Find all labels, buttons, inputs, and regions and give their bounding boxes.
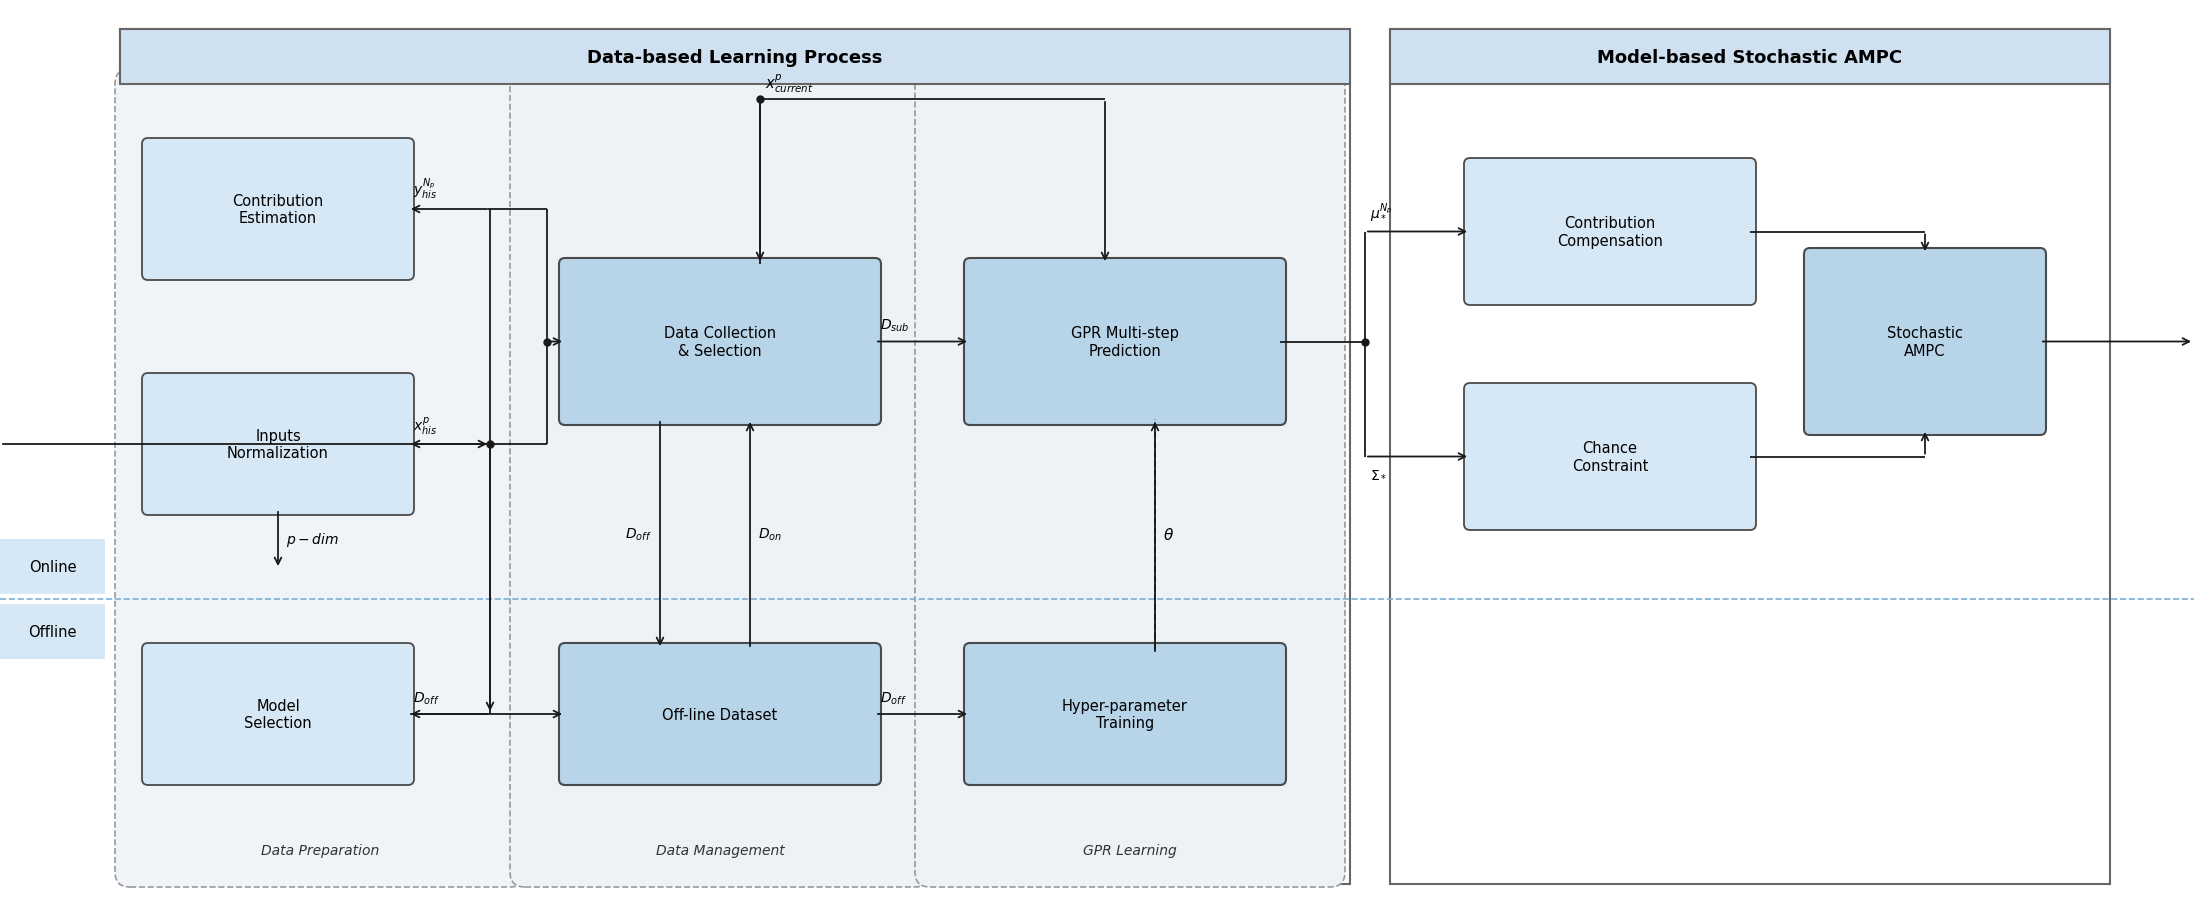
Text: Data Preparation: Data Preparation (261, 843, 380, 857)
Text: Model-based Stochastic AMPC: Model-based Stochastic AMPC (1597, 48, 1902, 67)
Text: Offline: Offline (29, 624, 77, 640)
FancyBboxPatch shape (915, 70, 1345, 887)
Text: Off-line Dataset: Off-line Dataset (663, 707, 777, 722)
Bar (121, 30, 1349, 85)
Text: $y^{N_p}_{his}$: $y^{N_p}_{his}$ (412, 176, 437, 201)
FancyBboxPatch shape (143, 138, 415, 281)
Text: Stochastic
AMPC: Stochastic AMPC (1887, 326, 1964, 358)
Bar (1391, 30, 2111, 884)
Text: $D_{off}$: $D_{off}$ (880, 690, 906, 706)
FancyBboxPatch shape (559, 259, 882, 425)
FancyBboxPatch shape (509, 70, 930, 887)
Text: GPR Learning: GPR Learning (1084, 843, 1176, 857)
Text: $x^{p}_{his}$: $x^{p}_{his}$ (412, 415, 437, 436)
FancyBboxPatch shape (963, 643, 1286, 785)
Text: GPR Multi-step
Prediction: GPR Multi-step Prediction (1071, 326, 1178, 358)
Text: Contribution
Compensation: Contribution Compensation (1558, 216, 1663, 249)
Text: Data Collection
& Selection: Data Collection & Selection (665, 326, 777, 358)
Text: Data-based Learning Process: Data-based Learning Process (588, 48, 882, 67)
Text: $\theta$: $\theta$ (1163, 527, 1174, 542)
Text: Online: Online (29, 559, 77, 574)
Bar (0, 604, 105, 660)
Text: Hyper-parameter
Training: Hyper-parameter Training (1062, 698, 1187, 731)
Text: Chance
Constraint: Chance Constraint (1571, 441, 1648, 473)
FancyBboxPatch shape (1463, 384, 1755, 530)
Text: Data Management: Data Management (656, 843, 785, 857)
FancyBboxPatch shape (143, 643, 415, 785)
Text: Model
Selection: Model Selection (244, 698, 312, 731)
Text: Inputs
Normalization: Inputs Normalization (226, 428, 329, 461)
Text: $\Sigma_*$: $\Sigma_*$ (1369, 467, 1387, 481)
FancyBboxPatch shape (1803, 249, 2047, 435)
Bar (1391, 30, 2111, 85)
Text: $D_{on}$: $D_{on}$ (757, 527, 781, 543)
Text: $D_{off}$: $D_{off}$ (412, 690, 439, 706)
FancyBboxPatch shape (1463, 159, 1755, 306)
Bar (121, 30, 1349, 884)
Bar (0, 539, 105, 594)
FancyBboxPatch shape (114, 70, 524, 887)
FancyBboxPatch shape (963, 259, 1286, 425)
FancyBboxPatch shape (559, 643, 882, 785)
Text: $\mu_*^{N_p}$: $\mu_*^{N_p}$ (1369, 201, 1393, 224)
Text: $x^{p}_{current}$: $x^{p}_{current}$ (766, 72, 814, 95)
Text: $D_{sub}$: $D_{sub}$ (880, 318, 911, 334)
FancyBboxPatch shape (143, 374, 415, 516)
Text: $p-dim$: $p-dim$ (285, 530, 340, 548)
Text: $D_{off}$: $D_{off}$ (625, 527, 652, 543)
Text: Contribution
Estimation: Contribution Estimation (233, 193, 325, 226)
